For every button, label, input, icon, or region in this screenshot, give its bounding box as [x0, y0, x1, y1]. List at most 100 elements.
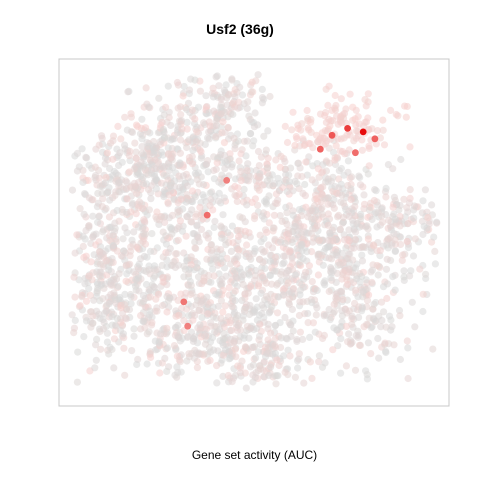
cell-point	[246, 301, 254, 309]
cell-point	[365, 162, 373, 170]
cell-point	[185, 312, 193, 320]
cell-point	[378, 298, 386, 306]
cell-point	[397, 155, 405, 164]
cell-point	[205, 135, 213, 143]
cell-point	[416, 265, 424, 273]
cell-point	[122, 315, 130, 323]
cell-point	[316, 110, 325, 118]
cell-point	[334, 135, 342, 143]
cell-point	[235, 157, 243, 165]
cell-point	[278, 217, 286, 225]
cell-point	[288, 238, 296, 247]
cell-point	[120, 344, 128, 352]
cell-point	[87, 258, 95, 266]
cell-point	[85, 161, 93, 169]
cell-point	[379, 283, 388, 291]
cell-point	[134, 274, 142, 282]
cell-point	[239, 316, 247, 324]
cell-point	[349, 103, 357, 111]
cell-point	[264, 154, 272, 162]
cell-point	[397, 240, 405, 249]
cell-point	[362, 223, 370, 231]
cell-point	[231, 93, 239, 101]
cell-point	[217, 314, 225, 322]
cell-point	[368, 215, 376, 224]
cell-point	[98, 203, 106, 211]
cell-point	[211, 217, 219, 225]
cell-point	[176, 149, 184, 157]
cell-point	[244, 98, 252, 106]
cell-point	[355, 313, 363, 321]
cell-point	[160, 213, 168, 221]
cell-point	[304, 309, 312, 318]
cell-point	[175, 311, 183, 319]
cell-point	[258, 301, 266, 309]
cell-point	[270, 211, 278, 219]
cell-point	[188, 289, 196, 297]
cell-point	[314, 251, 322, 259]
cell-point	[110, 167, 118, 176]
cell-point	[139, 162, 147, 170]
cell-point	[139, 237, 147, 245]
cell-point	[226, 354, 234, 362]
cell-point	[382, 184, 390, 192]
cell-point	[356, 341, 364, 349]
cell-point	[262, 200, 271, 208]
cell-point	[264, 344, 272, 352]
cell-point	[76, 205, 84, 213]
cell-point	[373, 127, 382, 135]
cell-point	[99, 228, 107, 236]
cell-point	[127, 293, 135, 301]
cell-point	[73, 231, 81, 239]
cell-point	[104, 188, 112, 196]
cell-point	[254, 348, 263, 356]
highlighted-cell-point	[371, 135, 379, 143]
cell-point	[372, 317, 380, 325]
cell-point	[234, 362, 242, 370]
cell-point	[186, 86, 194, 94]
cell-point	[207, 319, 215, 327]
cell-point	[239, 280, 247, 289]
cell-point	[350, 137, 358, 145]
cell-point	[294, 121, 302, 129]
cell-point	[98, 249, 106, 257]
cell-point	[259, 181, 267, 189]
cell-point	[92, 307, 101, 315]
cell-point	[260, 248, 268, 256]
cell-point	[206, 202, 214, 210]
cell-point	[300, 141, 308, 150]
cell-point	[321, 195, 329, 203]
cell-point	[183, 182, 191, 190]
cell-point	[80, 253, 88, 261]
cell-point	[109, 241, 117, 250]
cell-point	[189, 337, 197, 345]
cell-point	[256, 365, 265, 373]
cell-point	[344, 181, 352, 190]
cell-point	[114, 282, 122, 290]
cell-point	[356, 181, 365, 189]
cell-point	[179, 92, 187, 100]
highlighted-cell-point	[203, 211, 211, 219]
cell-point	[221, 128, 229, 136]
cell-point	[171, 177, 179, 185]
cell-point	[345, 212, 353, 220]
cell-point	[321, 359, 329, 367]
cell-point	[382, 347, 390, 355]
cell-point	[130, 268, 138, 276]
cell-point	[330, 148, 338, 156]
cell-point	[204, 310, 212, 318]
cell-point	[177, 111, 185, 119]
cell-point	[188, 160, 197, 168]
cell-point	[277, 238, 285, 246]
cell-point	[314, 138, 322, 146]
cell-point	[71, 293, 79, 301]
cell-point	[271, 267, 279, 275]
cell-point	[121, 141, 129, 149]
cell-point	[242, 152, 250, 160]
cell-point	[336, 261, 344, 269]
cell-point	[109, 132, 118, 140]
cell-point	[219, 118, 227, 126]
cell-point	[249, 361, 258, 369]
cell-point	[315, 237, 323, 245]
cell-point	[119, 253, 127, 261]
